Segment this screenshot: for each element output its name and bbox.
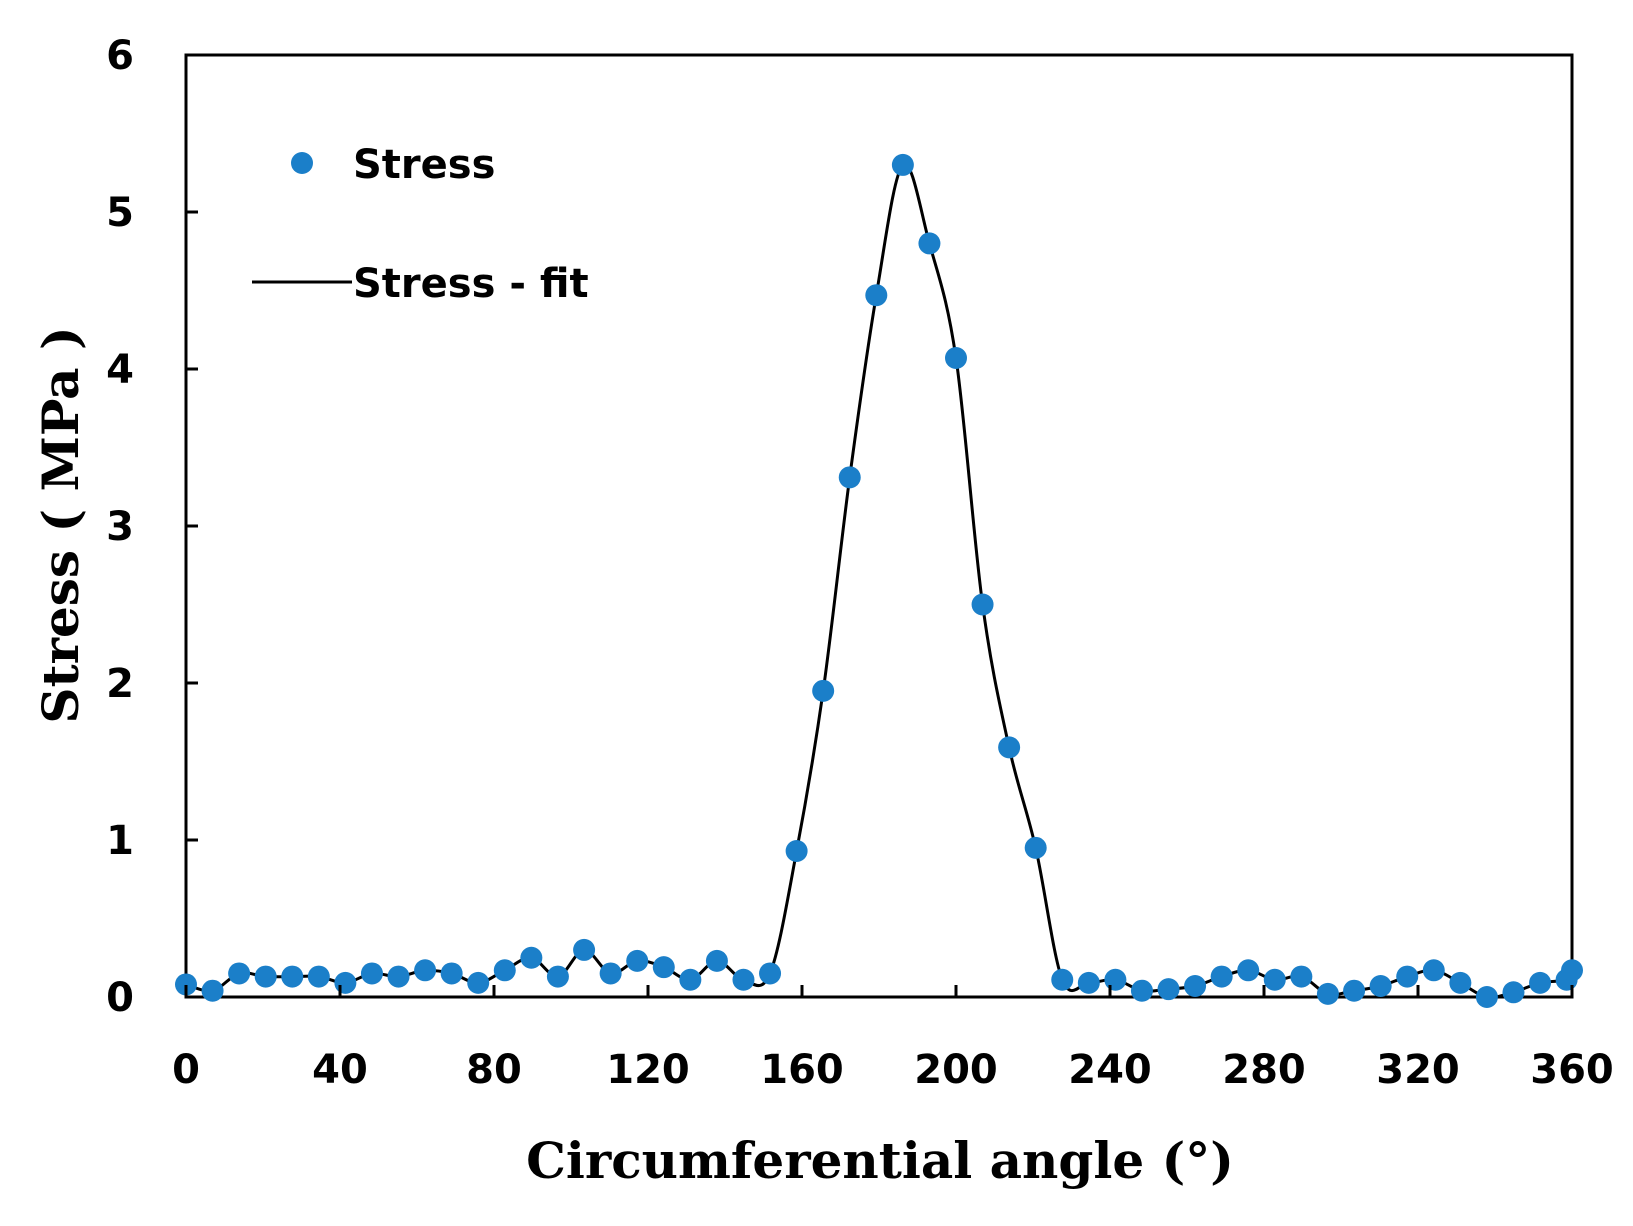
x-tick-label: 240: [1068, 1047, 1152, 1093]
data-point-stress: [679, 968, 702, 991]
data-point-stress: [732, 968, 755, 991]
y-tick-label: 5: [106, 190, 134, 236]
data-point-stress: [1449, 971, 1472, 994]
plot-frame: [184, 53, 1574, 999]
y-axis-title: Stress ( MPa ): [31, 326, 90, 723]
data-point-stress: [891, 153, 914, 176]
data-point-stress: [467, 971, 490, 994]
data-point-stress: [175, 973, 197, 996]
data-point-stress: [228, 962, 251, 985]
data-point-stress: [360, 962, 383, 985]
y-tick-label: 0: [106, 975, 134, 1021]
data-point-stress: [1024, 836, 1047, 859]
data-point-stress: [1077, 971, 1100, 994]
data-point-stress: [759, 962, 782, 985]
points-layer: [175, 153, 1583, 1008]
data-point-stress: [865, 284, 888, 307]
data-point-stress: [493, 959, 516, 982]
data-point-stress: [1104, 968, 1127, 991]
y-tick-label: 3: [106, 504, 134, 550]
data-point-stress: [520, 946, 543, 969]
data-point-stress: [945, 347, 967, 370]
data-point-stress: [1561, 959, 1583, 982]
x-tick-label: 120: [606, 1047, 690, 1093]
data-point-stress: [546, 965, 569, 988]
data-point-stress: [812, 679, 835, 702]
data-point-stress: [1369, 975, 1392, 998]
data-point-stress: [652, 956, 675, 979]
plot-area: [184, 53, 1574, 999]
x-tick-label: 280: [1222, 1047, 1306, 1093]
y-tick-label: 6: [106, 33, 134, 79]
data-point-stress: [1475, 986, 1498, 1008]
legend-label-stress-fit: Stress - fit: [353, 261, 589, 307]
data-point-stress: [1157, 978, 1180, 1001]
x-tick-label: 360: [1530, 1047, 1614, 1093]
data-point-stress: [254, 965, 277, 988]
ticks-layer: 0 40 80 120 160 200 240 280 320 360 0 1 2 3 4 5 6: [106, 33, 1614, 1093]
y-tick-label: 2: [106, 661, 134, 707]
data-point-stress: [971, 593, 994, 616]
data-point-stress: [705, 949, 728, 972]
y-tick-label: 4: [106, 347, 134, 393]
data-point-stress: [1343, 979, 1366, 1002]
legend: Stress Stress - fit: [252, 142, 589, 307]
data-point-stress: [1263, 968, 1286, 991]
data-point-stress: [573, 938, 596, 961]
data-point-stress: [334, 971, 357, 994]
data-point-stress: [626, 949, 649, 972]
x-axis-title: Circumferential angle (°): [526, 1131, 1234, 1190]
data-point-stress: [1396, 965, 1419, 988]
data-point-stress: [838, 466, 861, 489]
x-tick-label: 80: [466, 1047, 522, 1093]
x-tick-label: 160: [760, 1047, 844, 1093]
data-point-stress: [307, 965, 330, 988]
data-point-stress: [918, 232, 941, 255]
data-point-stress: [1184, 975, 1207, 998]
data-point-stress: [1316, 982, 1339, 1005]
legend-marker-stress: [291, 152, 313, 174]
data-point-stress: [785, 839, 808, 862]
data-point-stress: [1130, 979, 1153, 1002]
x-tick-label: 40: [312, 1047, 368, 1093]
data-point-stress: [414, 959, 437, 982]
data-point-stress: [1502, 981, 1525, 1004]
data-point-stress: [281, 965, 304, 988]
data-point-stress: [1051, 968, 1074, 991]
data-point-stress: [387, 965, 410, 988]
data-point-stress: [998, 736, 1021, 759]
x-tick-label: 200: [914, 1047, 998, 1093]
data-point-stress: [1237, 959, 1260, 982]
legend-label-stress: Stress: [353, 142, 495, 188]
data-point-stress: [1529, 971, 1552, 994]
x-tick-label: 0: [172, 1047, 200, 1093]
x-tick-label: 320: [1376, 1047, 1460, 1093]
data-point-stress: [599, 962, 622, 985]
data-point-stress: [1422, 959, 1445, 982]
data-point-stress: [201, 979, 224, 1002]
data-point-stress: [1290, 965, 1313, 988]
y-tick-label: 1: [106, 818, 134, 864]
data-point-stress: [440, 962, 463, 985]
data-point-stress: [1210, 965, 1233, 988]
